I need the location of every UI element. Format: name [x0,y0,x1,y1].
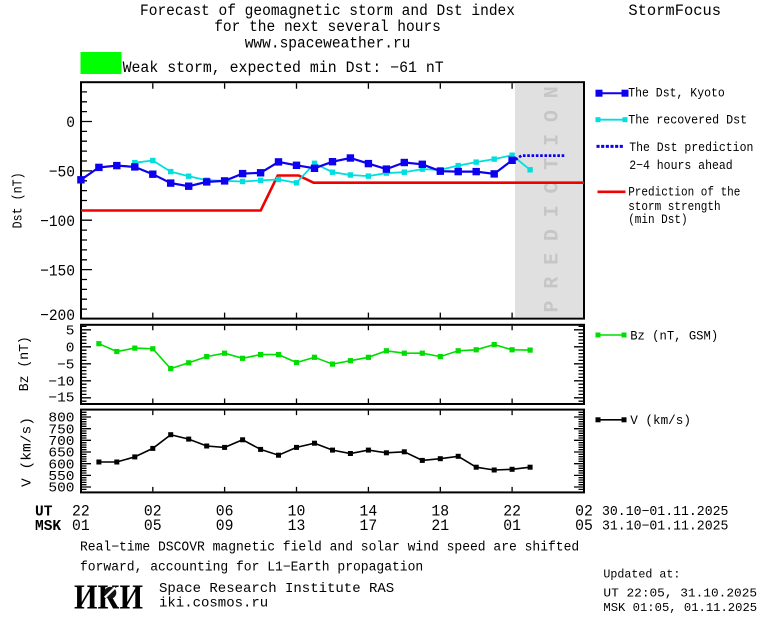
svg-text:StormFocus: StormFocus [628,2,721,20]
svg-text:22: 22 [503,503,521,521]
svg-text:−15: −15 [48,391,74,407]
svg-text:for the next several hours: for the next several hours [214,18,441,36]
svg-text:05: 05 [144,517,162,535]
svg-text:2−4 hours ahead: 2−4 hours ahead [629,158,733,173]
svg-text:30.10−01.11.2025: 30.10−01.11.2025 [602,505,728,520]
svg-text:14: 14 [360,503,378,521]
svg-text:650: 650 [48,446,74,462]
svg-text:02: 02 [144,503,162,521]
svg-text:−200: −200 [40,307,75,325]
svg-text:22: 22 [72,503,90,521]
svg-text:0: 0 [66,341,75,357]
svg-text:05: 05 [575,517,593,535]
svg-text:500: 500 [48,481,74,497]
svg-text:−50: −50 [49,164,75,182]
svg-text:−100: −100 [40,213,75,231]
svg-text:17: 17 [360,517,378,535]
svg-text:The recovered Dst: The recovered Dst [628,113,747,128]
svg-text:Dst (nT): Dst (nT) [11,172,27,228]
svg-text:10: 10 [288,503,306,521]
svg-text:0: 0 [66,114,75,132]
svg-text:Real−time DSCOVR magnetic fiel: Real−time DSCOVR magnetic field and sola… [80,540,579,555]
svg-text:The Dst prediction: The Dst prediction [629,140,753,155]
svg-text:Bz (nT): Bz (nT) [17,336,33,391]
svg-text:5: 5 [66,324,75,340]
svg-text:iki.cosmos.ru: iki.cosmos.ru [159,596,268,612]
svg-text:PREDICTION: PREDICTION [542,74,565,312]
svg-text:18: 18 [431,503,449,521]
svg-text:31.10−01.11.2025: 31.10−01.11.2025 [602,519,728,534]
svg-text:MSK: MSK [35,519,61,535]
svg-text:Space Research Institute RAS: Space Research Institute RAS [159,581,394,597]
svg-text:09: 09 [216,517,234,535]
svg-text:Weak storm, expected min Dst:: Weak storm, expected min Dst: −61 nT [123,59,444,77]
svg-text:UT 22:05, 31.10.2025: UT 22:05, 31.10.2025 [603,586,757,600]
svg-text:Forecast of geomagnetic storm: Forecast of geomagnetic storm and Dst in… [140,2,515,20]
svg-text:(min Dst): (min Dst) [628,212,687,227]
svg-text:01: 01 [503,517,521,535]
svg-text:750: 750 [48,422,74,438]
svg-text:MSK 01:05, 01.11.2025: MSK 01:05, 01.11.2025 [603,601,757,615]
svg-text:UT: UT [35,505,53,521]
svg-text:−150: −150 [40,263,75,281]
svg-text:550: 550 [48,469,74,485]
svg-text:800: 800 [48,411,74,427]
svg-text:13: 13 [288,517,306,535]
svg-text:−5: −5 [57,358,74,374]
svg-text:01: 01 [72,517,90,535]
svg-text:Bz (nT, GSM): Bz (nT, GSM) [630,328,718,343]
svg-text:V (km/s): V (km/s) [20,417,36,487]
svg-text:www.spaceweather.ru: www.spaceweather.ru [245,34,411,52]
svg-text:Updated at:: Updated at: [603,568,680,582]
svg-text:600: 600 [48,457,74,473]
svg-text:06: 06 [216,503,234,521]
svg-text:02: 02 [575,503,593,521]
svg-text:700: 700 [48,434,74,450]
svg-text:The Dst, Kyoto: The Dst, Kyoto [628,86,725,101]
svg-text:V (km/s): V (km/s) [630,413,691,428]
svg-text:−10: −10 [48,375,74,391]
svg-text:storm strength: storm strength [628,199,720,214]
svg-text:21: 21 [431,517,449,535]
svg-text:forward, accounting for L1−Ear: forward, accounting for L1−Earth propaga… [80,560,423,575]
svg-text:Prediction of the: Prediction of the [628,185,740,200]
